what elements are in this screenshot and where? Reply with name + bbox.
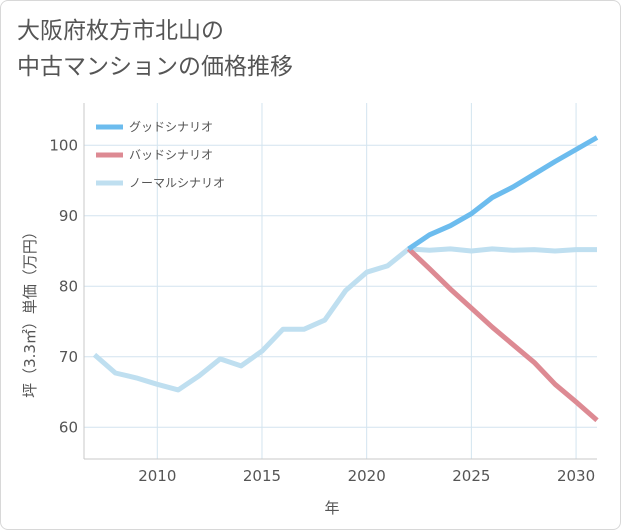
- tick-labels: 60 70 80 90 100 2010 2015 2020 2025 2030: [49, 136, 595, 485]
- title-line-2: 中古マンションの価格推移: [17, 54, 293, 80]
- y-tick-label: 70: [59, 348, 78, 366]
- legend-label-normal: ノーマルシナリオ: [129, 176, 225, 190]
- x-tick-label: 2025: [452, 467, 490, 485]
- legend: グッドシナリオ バッドシナリオ ノーマルシナリオ: [96, 120, 225, 190]
- y-tick-label: 60: [59, 418, 78, 436]
- gridlines: [84, 103, 597, 459]
- x-tick-label: 2015: [243, 467, 281, 485]
- series-line-normal: [92, 246, 597, 393]
- series-line-bad: [406, 247, 599, 423]
- series-lines: [92, 135, 599, 423]
- y-axis-title: 坪（3.3㎡）単価（万円）: [21, 224, 39, 398]
- legend-label-bad: バッドシナリオ: [129, 148, 213, 162]
- chart-title: 大阪府枚方市北山の 中古マンションの価格推移: [17, 13, 293, 85]
- legend-label-good: グッドシナリオ: [129, 120, 213, 134]
- axis-lines: [83, 103, 597, 460]
- x-axis-title: 年: [324, 499, 339, 517]
- y-tick-label: 80: [59, 277, 78, 295]
- x-tick-label: 2030: [557, 467, 595, 485]
- x-tick-label: 2020: [348, 467, 386, 485]
- series-line-good: [407, 135, 599, 251]
- x-tick-label: 2010: [138, 467, 176, 485]
- y-tick-label: 90: [59, 207, 78, 225]
- title-line-1: 大阪府枚方市北山の: [17, 18, 224, 44]
- plot-background: [84, 103, 597, 459]
- y-tick-label: 100: [49, 136, 78, 154]
